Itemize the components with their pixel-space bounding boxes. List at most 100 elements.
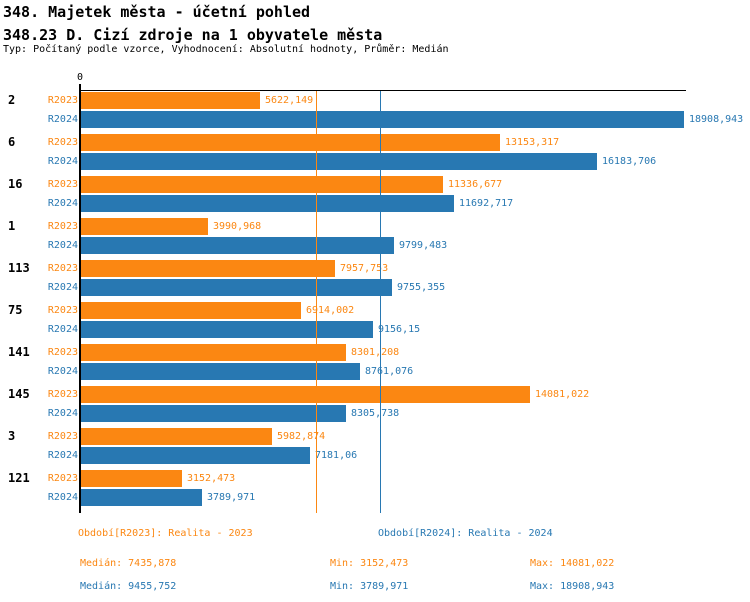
bar-row-r2024: R2024 18908,943 bbox=[0, 111, 750, 128]
value-label-r2023: 5982,874 bbox=[277, 431, 326, 442]
category-label: 145 bbox=[8, 387, 30, 401]
legend-period-r2023: Období[R2023]: Realita - 2023 bbox=[78, 528, 253, 539]
series-label-r2024: R2024 bbox=[47, 366, 78, 377]
bar-row-r2023: R2023 14081,022 bbox=[0, 386, 750, 403]
series-label-r2023: R2023 bbox=[47, 95, 78, 106]
legend-min-r2024: Min: 3789,971 bbox=[330, 581, 409, 592]
bar-row-r2023: R2023 3990,968 bbox=[0, 218, 750, 235]
category-label: 121 bbox=[8, 471, 30, 485]
bar-row-r2023: R2023 6914,002 bbox=[0, 302, 750, 319]
legend-median-r2024: Medián: 9455,752 bbox=[80, 581, 177, 592]
category-label: 2 bbox=[8, 93, 16, 107]
value-label-r2024: 7181,06 bbox=[315, 450, 358, 461]
bar-r2024 bbox=[81, 195, 454, 212]
value-label-r2024: 9799,483 bbox=[399, 240, 448, 251]
value-label-r2024: 3789,971 bbox=[207, 492, 256, 503]
category-label: 16 bbox=[8, 177, 23, 191]
bar-r2023 bbox=[81, 386, 530, 403]
value-label-r2024: 11692,717 bbox=[459, 198, 514, 209]
bar-group-16: 16 R2023 11336,677 R2024 11692,717 bbox=[0, 176, 750, 216]
bar-r2023 bbox=[81, 134, 500, 151]
median-line-r2023 bbox=[316, 91, 317, 513]
series-label-r2024: R2024 bbox=[47, 114, 78, 125]
bar-r2024 bbox=[81, 405, 346, 422]
series-label-r2024: R2024 bbox=[47, 240, 78, 251]
bar-row-r2023: R2023 8301,208 bbox=[0, 344, 750, 361]
bar-r2024 bbox=[81, 237, 394, 254]
value-label-r2024: 9156,15 bbox=[378, 324, 421, 335]
bar-row-r2024: R2024 3789,971 bbox=[0, 489, 750, 506]
value-label-r2024: 18908,943 bbox=[689, 114, 744, 125]
category-label: 6 bbox=[8, 135, 16, 149]
bar-group-3: 3 R2023 5982,874 R2024 7181,06 bbox=[0, 428, 750, 468]
category-label: 1 bbox=[8, 219, 16, 233]
bar-group-145: 145 R2023 14081,022 R2024 8305,738 bbox=[0, 386, 750, 426]
bar-r2024 bbox=[81, 363, 360, 380]
series-label-r2024: R2024 bbox=[47, 408, 78, 419]
value-label-r2024: 8761,076 bbox=[365, 366, 414, 377]
bar-r2023 bbox=[81, 92, 260, 109]
bar-r2023 bbox=[81, 260, 335, 277]
bar-row-r2023: R2023 3152,473 bbox=[0, 470, 750, 487]
value-label-r2023: 11336,677 bbox=[448, 179, 503, 190]
series-label-r2024: R2024 bbox=[47, 450, 78, 461]
median-line-r2024 bbox=[380, 91, 381, 513]
series-label-r2023: R2023 bbox=[47, 137, 78, 148]
series-label-r2023: R2023 bbox=[47, 263, 78, 274]
bar-group-121: 121 R2023 3152,473 R2024 3789,971 bbox=[0, 470, 750, 510]
series-label-r2023: R2023 bbox=[47, 389, 78, 400]
bar-row-r2024: R2024 11692,717 bbox=[0, 195, 750, 212]
series-label-r2024: R2024 bbox=[47, 282, 78, 293]
bar-r2024 bbox=[81, 279, 392, 296]
bar-row-r2023: R2023 5622,149 bbox=[0, 92, 750, 109]
bar-row-r2024: R2024 8761,076 bbox=[0, 363, 750, 380]
bar-r2023 bbox=[81, 428, 272, 445]
legend-median-r2023: Medián: 7435,878 bbox=[80, 558, 177, 569]
bar-r2024 bbox=[81, 447, 310, 464]
bar-group-141: 141 R2023 8301,208 R2024 8761,076 bbox=[0, 344, 750, 384]
bar-group-1: 1 R2023 3990,968 R2024 9799,483 bbox=[0, 218, 750, 258]
bar-row-r2024: R2024 16183,706 bbox=[0, 153, 750, 170]
value-label-r2023: 8301,208 bbox=[351, 347, 400, 358]
category-label: 141 bbox=[8, 345, 30, 359]
bar-row-r2024: R2024 9799,483 bbox=[0, 237, 750, 254]
value-label-r2023: 6914,002 bbox=[306, 305, 355, 316]
axis-zero-label: 0 bbox=[76, 72, 84, 83]
bar-r2024 bbox=[81, 489, 202, 506]
category-label: 113 bbox=[8, 261, 30, 275]
page-subtitle: 348.23 D. Cizí zdroje na 1 obyvatele měs… bbox=[3, 26, 383, 44]
series-label-r2024: R2024 bbox=[47, 492, 78, 503]
series-label-r2024: R2024 bbox=[47, 156, 78, 167]
bar-row-r2024: R2024 9755,355 bbox=[0, 279, 750, 296]
category-label: 75 bbox=[8, 303, 23, 317]
series-label-r2024: R2024 bbox=[47, 198, 78, 209]
value-label-r2023: 3152,473 bbox=[187, 473, 236, 484]
bar-group-75: 75 R2023 6914,002 R2024 9156,15 bbox=[0, 302, 750, 342]
bar-r2024 bbox=[81, 111, 684, 128]
bar-row-r2024: R2024 9156,15 bbox=[0, 321, 750, 338]
axis-y-line bbox=[79, 90, 81, 513]
value-label-r2023: 13153,317 bbox=[505, 137, 560, 148]
value-label-r2023: 14081,022 bbox=[535, 389, 590, 400]
bar-chart-plot: 2 R2023 5622,149 R2024 18908,943 6 R2023 13153,… bbox=[0, 90, 750, 513]
bar-row-r2024: R2024 7181,06 bbox=[0, 447, 750, 464]
legend-max-r2024: Max: 18908,943 bbox=[530, 581, 615, 592]
bar-row-r2023: R2023 5982,874 bbox=[0, 428, 750, 445]
bar-r2024 bbox=[81, 153, 597, 170]
series-label-r2023: R2023 bbox=[47, 305, 78, 316]
page-title: 348. Majetek města - účetní pohled bbox=[3, 3, 311, 21]
legend-min-r2023: Min: 3152,473 bbox=[330, 558, 409, 569]
bar-r2023 bbox=[81, 470, 182, 487]
series-label-r2023: R2023 bbox=[47, 431, 78, 442]
bar-group-2: 2 R2023 5622,149 R2024 18908,943 bbox=[0, 92, 750, 132]
bar-row-r2023: R2023 11336,677 bbox=[0, 176, 750, 193]
bar-r2024 bbox=[81, 321, 373, 338]
category-label: 3 bbox=[8, 429, 16, 443]
series-label-r2023: R2023 bbox=[47, 221, 78, 232]
value-label-r2023: 3990,968 bbox=[213, 221, 262, 232]
value-label-r2024: 16183,706 bbox=[602, 156, 657, 167]
legend-period-r2024: Období[R2024]: Realita - 2024 bbox=[378, 528, 553, 539]
chart-meta: Typ: Počítaný podle vzorce, Vyhodnocení:… bbox=[3, 44, 449, 55]
series-label-r2023: R2023 bbox=[47, 473, 78, 484]
